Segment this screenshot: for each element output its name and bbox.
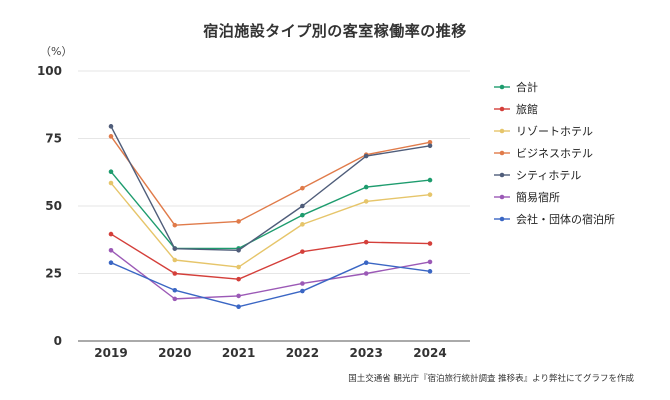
data-point xyxy=(427,259,433,265)
data-point xyxy=(427,139,433,145)
data-point xyxy=(236,304,241,310)
data-point xyxy=(236,247,241,253)
series-line xyxy=(110,262,431,308)
legend-item: リゾートホテル xyxy=(494,125,593,138)
data-point xyxy=(172,287,178,293)
legend-swatch-marker xyxy=(499,172,505,178)
series-4 xyxy=(108,134,433,228)
legend-item: 旅館 xyxy=(494,102,538,116)
data-point xyxy=(108,260,114,266)
data-point xyxy=(172,222,178,228)
chart-title: 宿泊施設タイプ別の客室稼働率の推移 xyxy=(203,22,467,40)
series-line xyxy=(110,233,431,280)
data-point xyxy=(108,169,114,175)
y-tick-label: 75 xyxy=(45,132,62,146)
legend-item: 簡易宿所 xyxy=(494,190,560,204)
legend-label: 簡易宿所 xyxy=(516,190,560,204)
data-point xyxy=(427,192,433,197)
legend-swatch-marker xyxy=(499,216,505,222)
data-point xyxy=(108,231,114,237)
data-point xyxy=(363,184,369,190)
data-point xyxy=(300,203,305,209)
data-point xyxy=(108,134,114,139)
data-point xyxy=(172,246,178,251)
series-line xyxy=(110,249,431,300)
legend-label: 旅館 xyxy=(516,102,538,116)
y-axis-ticks: 0 25 50 75 100 xyxy=(37,64,62,348)
data-point xyxy=(108,124,114,129)
data-point xyxy=(427,177,433,183)
legend-label: ビジネスホテル xyxy=(516,147,593,160)
source-note: 国土交通省 観光庁『宿泊旅行統計調査 推移表』より弊社にてグラフを作成 xyxy=(348,374,634,384)
data-point xyxy=(300,212,305,218)
x-tick-label: 2024 xyxy=(413,346,446,360)
data-point xyxy=(236,293,241,299)
legend-item: 合計 xyxy=(494,80,538,94)
data-point xyxy=(363,271,369,276)
y-tick-label: 50 xyxy=(45,199,62,213)
data-point xyxy=(300,185,305,191)
legend-item: 会社・団体の宿泊所 xyxy=(494,212,615,226)
series-line xyxy=(110,135,431,226)
series-line xyxy=(110,171,431,250)
series-5 xyxy=(108,124,433,253)
legend-label: シティホテル xyxy=(516,169,581,182)
legend-label: リゾートホテル xyxy=(516,125,593,138)
grid-lines xyxy=(78,70,470,342)
data-point xyxy=(236,276,241,282)
y-tick-label: 100 xyxy=(37,64,62,78)
legend-swatch-marker xyxy=(499,194,505,200)
data-point xyxy=(172,296,178,302)
data-point xyxy=(108,247,114,253)
data-point xyxy=(172,271,178,276)
series-line xyxy=(110,126,431,251)
legend-label: 会社・団体の宿泊所 xyxy=(516,212,615,226)
series-7 xyxy=(108,260,433,310)
data-point xyxy=(363,199,369,204)
y-axis-unit-label: （%） xyxy=(40,45,73,58)
x-tick-label: 2019 xyxy=(94,346,127,360)
series-3 xyxy=(108,180,433,270)
legend-label: 合計 xyxy=(516,80,538,94)
legend-swatch-marker xyxy=(499,128,505,134)
data-point xyxy=(172,257,178,263)
x-tick-label: 2021 xyxy=(222,346,255,360)
data-point xyxy=(300,222,305,227)
legend-item: シティホテル xyxy=(494,169,581,182)
data-point xyxy=(363,239,369,245)
data-point xyxy=(300,281,305,286)
data-point xyxy=(236,264,241,270)
series-line xyxy=(110,182,431,268)
legend-swatch-marker xyxy=(499,84,505,90)
x-tick-label: 2022 xyxy=(286,346,319,360)
x-tick-label: 2020 xyxy=(158,346,191,360)
data-point xyxy=(236,219,241,224)
series-lines xyxy=(108,124,433,310)
data-point xyxy=(427,143,433,149)
legend-swatch-marker xyxy=(499,150,505,156)
data-point xyxy=(427,241,433,246)
legend-swatch-marker xyxy=(499,106,505,112)
data-point xyxy=(427,269,433,274)
series-2 xyxy=(108,231,433,282)
x-axis-ticks: 2019 2020 2021 2022 2023 2024 xyxy=(94,346,446,360)
data-point xyxy=(108,180,114,186)
legend-item: ビジネスホテル xyxy=(494,147,593,160)
data-point xyxy=(300,249,305,254)
data-point xyxy=(363,153,369,159)
y-tick-label: 25 xyxy=(45,267,62,281)
data-point xyxy=(300,288,305,294)
data-point xyxy=(363,260,369,266)
x-tick-label: 2023 xyxy=(349,346,382,360)
series-6 xyxy=(108,247,433,302)
y-tick-label: 0 xyxy=(54,334,62,348)
